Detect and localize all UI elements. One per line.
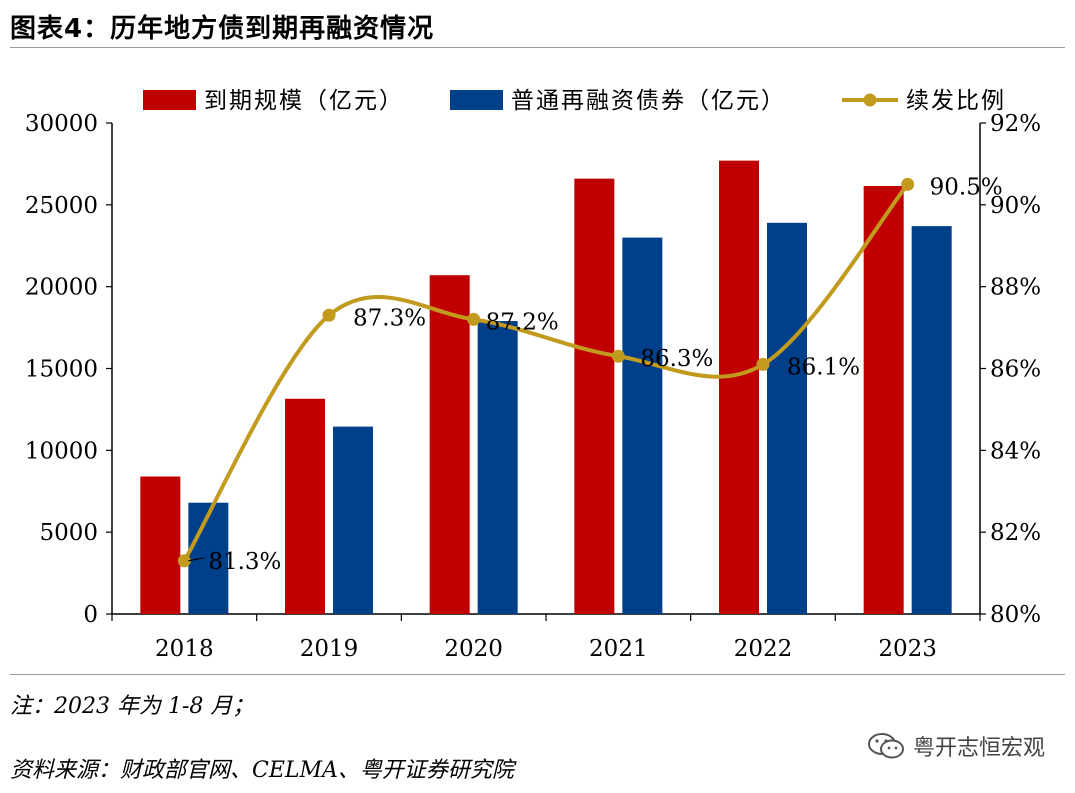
legend-swatch-ratio-point	[863, 93, 877, 107]
refinance-bar	[188, 502, 229, 614]
refinance-bar	[911, 226, 952, 615]
right-tick-label: 82%	[990, 520, 1041, 546]
right-tick-label: 90%	[990, 193, 1041, 219]
refinance-bar	[767, 222, 807, 614]
chart-title: 图表4：历年地方债到期再融资情况	[10, 14, 435, 44]
maturity-bar	[429, 275, 470, 614]
ratio-point	[611, 349, 625, 363]
left-tick-label: 15000	[25, 357, 98, 383]
left-tick-label: 20000	[25, 275, 98, 301]
legend-swatch-maturity	[143, 90, 196, 110]
maturity-bar	[719, 160, 759, 615]
ratio-data-label: 81.3%	[208, 549, 281, 575]
source-note: 资料来源：财政部官网、CELMA、粤开证券研究院	[10, 758, 514, 783]
bottom-divider	[10, 674, 1065, 675]
right-tick-label: 80%	[990, 602, 1041, 628]
legend-label-ratio: 续发比例	[906, 88, 1006, 114]
ratio-data-label: 90.5%	[930, 174, 1003, 200]
footnote: 注：2023 年为 1-8 月；	[10, 694, 255, 719]
legend-swatch-refinance	[450, 90, 503, 110]
maturity-bar	[574, 178, 615, 614]
ratio-line	[182, 183, 910, 562]
left-tick-label: 0	[83, 602, 98, 628]
refinance-bar	[622, 237, 663, 615]
maturity-bar	[863, 186, 904, 615]
x-tick-label: 2020	[444, 636, 503, 662]
x-tick-label: 2019	[300, 636, 359, 662]
wechat-icon	[867, 733, 904, 759]
right-tick-label: 88%	[990, 275, 1041, 301]
left-tick-label: 30000	[25, 111, 98, 137]
x-tick-label: 2023	[878, 636, 937, 662]
top-divider	[10, 47, 1065, 48]
x-tick-label: 2018	[155, 636, 214, 662]
left-tick-label: 5000	[39, 520, 98, 546]
right-tick-label: 86%	[990, 357, 1041, 383]
label-leader-line	[188, 557, 205, 562]
ratio-data-label: 86.1%	[787, 354, 860, 380]
watermark: 粤开志恒宏观	[867, 730, 1045, 762]
legend-label-maturity: 到期规模（亿元）	[204, 88, 404, 114]
x-tick-label: 2021	[589, 636, 648, 662]
right-tick-label: 84%	[990, 438, 1041, 464]
maturity-bar	[140, 476, 181, 614]
right-tick-label: 92%	[990, 111, 1041, 137]
x-tick-label: 2022	[734, 636, 793, 662]
watermark-text: 粤开志恒宏观	[912, 736, 1045, 761]
ratio-point	[467, 312, 481, 326]
combo-chart: 0 5000 10000 15000 20000 25000 30000 80% 82% 84% 8…	[25, 88, 1041, 662]
maturity-bar	[285, 398, 325, 614]
ratio-data-label: 87.2%	[486, 309, 559, 335]
ratio-point	[177, 554, 191, 568]
left-tick-label: 25000	[25, 193, 98, 219]
ratio-point	[322, 308, 336, 322]
refinance-bar	[477, 321, 518, 614]
left-tick-label: 10000	[25, 438, 98, 464]
ratio-point	[756, 357, 770, 371]
ratio-data-label: 87.3%	[353, 305, 426, 331]
ratio-point	[901, 177, 915, 191]
legend-label-refinance: 普通再融资债券（亿元）	[511, 88, 786, 114]
refinance-bar	[333, 426, 373, 614]
ratio-data-label: 86.3%	[640, 346, 713, 372]
